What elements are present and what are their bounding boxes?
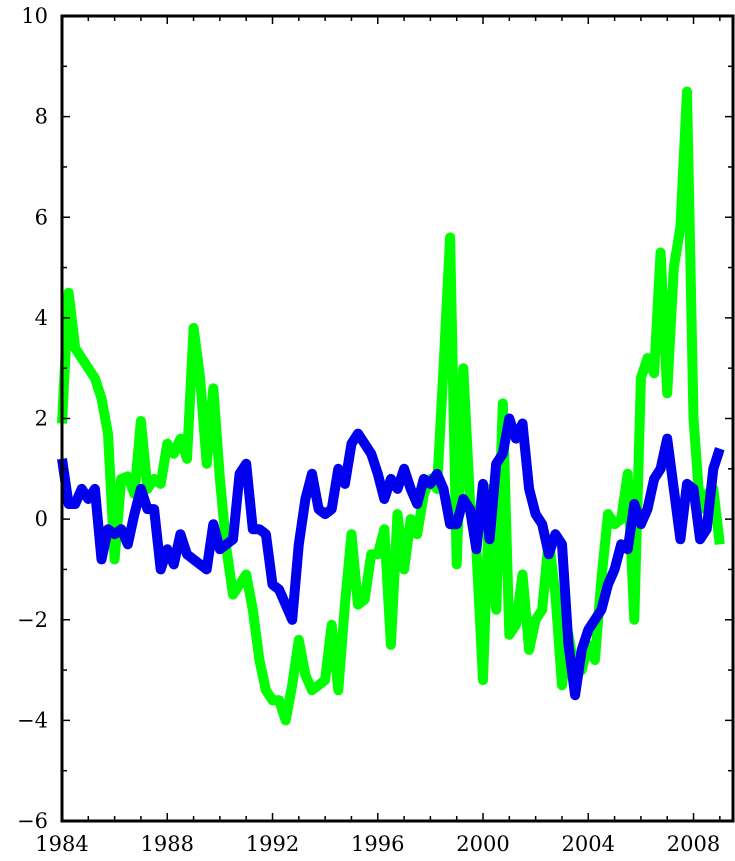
y-tick-label: 2 [35, 407, 48, 431]
series-layer [57, 86, 725, 726]
x-tick-label: 2004 [562, 832, 615, 856]
y-tick-label: −4 [17, 708, 48, 732]
y-tick-label: −2 [17, 608, 48, 632]
series-line-1 [57, 86, 725, 726]
y-tick-label: 0 [35, 507, 48, 531]
y-tick-label: 4 [35, 306, 48, 330]
x-tick-label: 1992 [246, 832, 299, 856]
x-tick-label: 1996 [351, 832, 404, 856]
y-tick-label: −6 [17, 809, 48, 833]
y-tick-label: 10 [21, 4, 48, 28]
x-tick-label: 2008 [667, 832, 720, 856]
x-tick-label: 1984 [35, 832, 88, 856]
axes-layer: −6 −4 −2 0 2 4 6 8 10 1984 1988 1992 1996 2000 2004 200… [17, 4, 735, 856]
y-tick-label: 6 [35, 205, 48, 229]
x-tick-label: 2000 [456, 832, 509, 856]
plot-frame [60, 14, 735, 823]
x-tick-label: 1988 [141, 832, 194, 856]
y-tick-label: 8 [35, 105, 48, 129]
series-line-2 [57, 413, 725, 701]
